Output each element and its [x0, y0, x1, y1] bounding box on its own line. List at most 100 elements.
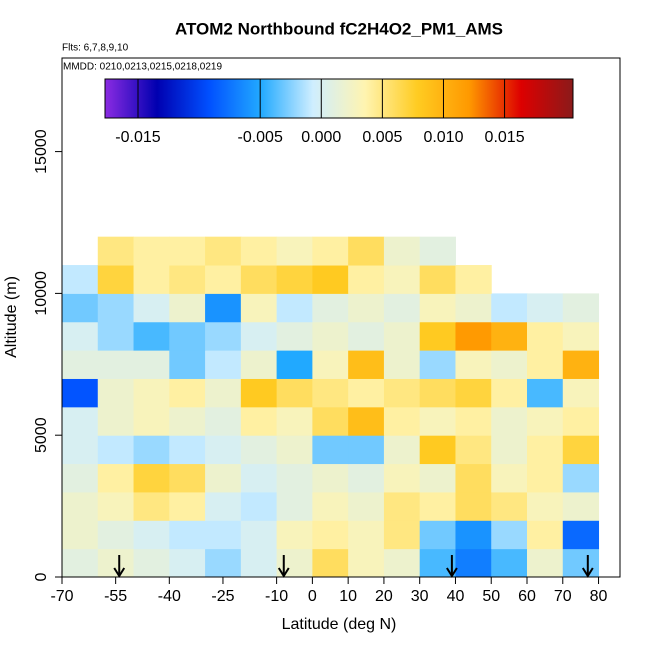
- heat-cell: [383, 265, 421, 294]
- heat-cell: [205, 520, 242, 550]
- heat-cell: [205, 350, 242, 379]
- heat-cell: [62, 548, 99, 578]
- heat-cell: [419, 378, 456, 408]
- arrow-head: [446, 567, 458, 578]
- heat-cell: [276, 463, 313, 493]
- heat-cell: [276, 350, 313, 379]
- heat-cell: [276, 378, 313, 408]
- x-tick-label: -25: [211, 588, 234, 605]
- heat-cell: [348, 463, 385, 493]
- heat-cell: [62, 321, 99, 351]
- heat-cell: [97, 321, 135, 351]
- heat-cell: [133, 236, 170, 266]
- heat-cell: [62, 520, 99, 550]
- heat-cell: [491, 321, 528, 351]
- x-tick-label: 30: [411, 588, 429, 605]
- heat-cell: [240, 293, 278, 323]
- heat-cell: [240, 350, 278, 379]
- heat-cell: [527, 520, 564, 550]
- heat-cell: [383, 548, 421, 578]
- heat-cell: [97, 406, 135, 436]
- arrow-head: [277, 567, 290, 578]
- heat-cell: [455, 435, 492, 465]
- heat-cell: [169, 350, 206, 379]
- heat-cell: [97, 350, 135, 379]
- heat-cell: [312, 293, 349, 323]
- colorbar-tick-label: 0.010: [423, 129, 463, 146]
- heat-cell: [419, 265, 456, 294]
- heat-cell: [491, 463, 528, 493]
- heat-cell: [312, 548, 349, 578]
- subtitle: Flts: 6,7,8,9,10: [62, 43, 129, 54]
- heat-cell: [348, 293, 385, 323]
- heat-cell: [419, 293, 456, 323]
- arrow-head: [581, 567, 594, 578]
- heat-cell: [169, 463, 206, 493]
- heat-cell: [205, 321, 242, 351]
- heat-cell: [491, 491, 528, 521]
- heat-cell: [455, 378, 492, 408]
- plot-frame: [61, 57, 621, 578]
- heat-cell: [133, 548, 170, 578]
- heat-cell: [527, 321, 564, 351]
- x-tick-label: 0: [308, 588, 317, 605]
- heat-cell: [276, 293, 313, 323]
- heat-cell: [383, 350, 421, 379]
- colorbar-tick-label: 0.015: [485, 129, 525, 146]
- heat-cell: [312, 406, 349, 436]
- heat-cell: [169, 265, 206, 294]
- heat-cell: [97, 293, 135, 323]
- heat-cell: [276, 265, 313, 294]
- heat-cell: [240, 265, 278, 294]
- heat-cell: [240, 548, 278, 578]
- heat-cell: [419, 321, 456, 351]
- heat-cell: [312, 491, 349, 521]
- heat-cell: [62, 378, 99, 408]
- x-axis-title: Latitude (deg N): [282, 616, 397, 633]
- heat-cell: [276, 435, 313, 465]
- heat-cell: [491, 406, 528, 436]
- y-tick-label: 15000: [33, 129, 50, 174]
- heat-cell: [133, 491, 170, 521]
- heat-cell: [97, 491, 135, 521]
- x-tick-label: -40: [158, 588, 181, 605]
- y-axis-title: Altitude (m): [3, 276, 20, 358]
- heat-cell: [491, 293, 528, 323]
- heat-cell: [276, 406, 313, 436]
- heat-cell: [169, 435, 206, 465]
- heat-cell: [312, 463, 349, 493]
- heat-cell: [562, 350, 600, 379]
- heat-cell: [169, 321, 206, 351]
- heat-cell: [205, 548, 242, 578]
- heat-cell: [455, 548, 492, 578]
- heat-cell: [562, 293, 600, 323]
- heat-cell: [419, 435, 456, 465]
- heat-cell: [169, 406, 206, 436]
- heat-cell: [133, 378, 170, 408]
- heat-cell: [169, 520, 206, 550]
- heat-cell: [97, 463, 135, 493]
- heat-cell: [455, 321, 492, 351]
- heat-cell: [383, 293, 421, 323]
- x-tick-label: 70: [554, 588, 572, 605]
- heat-cell: [205, 378, 242, 408]
- heat-cell: [419, 350, 456, 379]
- x-tick-label: 10: [339, 588, 357, 605]
- heat-cell: [419, 236, 456, 266]
- heat-cell: [383, 520, 421, 550]
- heat-cell: [240, 236, 278, 266]
- heat-cell: [348, 406, 385, 436]
- heat-cell: [62, 435, 99, 465]
- heat-cell: [455, 463, 492, 493]
- x-tick-label: -55: [104, 588, 127, 605]
- heat-cell: [491, 435, 528, 465]
- heat-cell: [62, 265, 99, 294]
- heat-cell: [169, 548, 206, 578]
- heat-cell: [562, 520, 600, 550]
- heat-cell: [491, 350, 528, 379]
- heat-cell: [348, 321, 385, 351]
- heat-cell: [383, 435, 421, 465]
- heat-cell: [455, 350, 492, 379]
- heat-cell: [527, 463, 564, 493]
- colorbar-tick-label: -0.005: [237, 129, 282, 146]
